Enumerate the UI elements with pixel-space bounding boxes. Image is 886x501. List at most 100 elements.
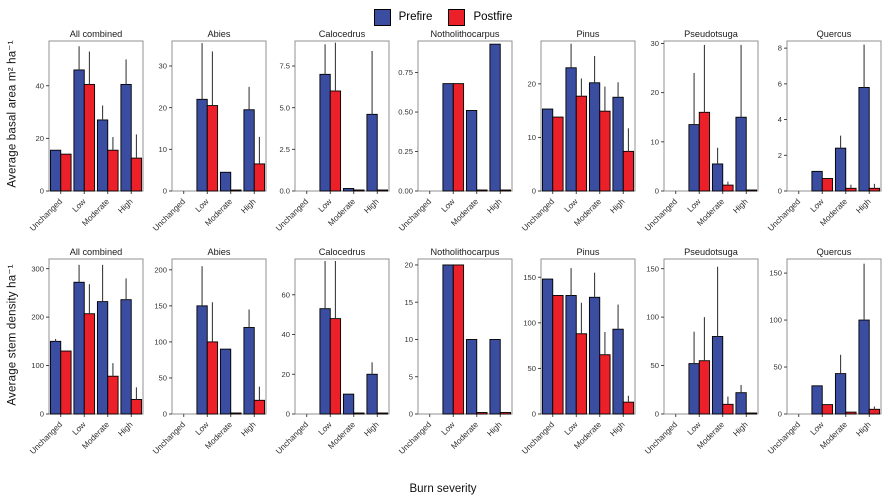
bar-prefire-high	[489, 43, 501, 192]
y-tick-label: 200	[154, 265, 167, 274]
y-tick-label: 0	[532, 410, 536, 419]
panel-title: Notholithocarpus	[431, 247, 500, 257]
bar-postfire-high	[253, 399, 266, 415]
y-tick-label: 200	[31, 313, 44, 322]
bar-prefire-high	[735, 392, 747, 415]
panel-title: Calocedrus	[319, 29, 366, 39]
x-tick-label: Unchanged	[766, 420, 802, 456]
y-tick-label: 15	[405, 298, 413, 307]
bar-postfire-high	[868, 408, 881, 415]
basal-area-panels: All combined 0 20 40 Unchanged Low Moderate Hig…	[22, 28, 883, 246]
bar-prefire-low	[565, 295, 577, 415]
y-tick-label: 20	[651, 88, 659, 97]
x-tick-label: Low	[71, 420, 88, 437]
bar-prefire-high	[489, 339, 501, 415]
y-tick-label: 60	[282, 290, 290, 299]
y-tick-label: 150	[154, 301, 167, 310]
bar-prefire-low	[688, 124, 700, 192]
x-tick-label: Low	[563, 420, 580, 437]
y-tick-label: 5	[409, 372, 413, 381]
y-tick-label: 20	[36, 134, 44, 143]
x-tick-label: Unchanged	[274, 420, 310, 456]
stem-density-axis-label: Average stem density ha⁻¹	[7, 264, 20, 406]
bar-postfire-low	[83, 83, 96, 192]
bar-prefire-high	[735, 116, 747, 192]
panel-notholithocarpus-row1: Notholithocarpus 0.00 0.25 0.50 0.75 Unchange…	[397, 29, 513, 233]
y-tick-label: 6	[778, 79, 782, 88]
x-tick-label: Unchanged	[151, 420, 187, 456]
panel-holder-row2: All combined 0 100 200 300 Unchanged Low Modera…	[22, 246, 145, 470]
bar-postfire-low	[452, 83, 465, 192]
y-tick-label: 20	[405, 261, 413, 270]
bar-prefire-low	[442, 264, 454, 415]
bar-prefire-high	[120, 83, 132, 192]
bar-postfire-moderate	[845, 187, 857, 192]
x-tick-label: Low	[194, 197, 211, 214]
panel-holder-row1: Pseudotsuga 0 10 20 30 Unchanged Low Moderate Hi…	[637, 28, 760, 246]
panel-holder-row1: Calocedrus 0.0 2.5 5.0 7.5 Unchanged Low Modera…	[268, 28, 391, 246]
x-tick-label: High	[116, 420, 135, 439]
panel-title: Quercus	[817, 29, 852, 39]
bar-prefire-moderate	[834, 147, 847, 192]
bar-postfire-low	[452, 264, 465, 415]
x-tick-label: High	[608, 197, 627, 216]
bar-postfire-low	[206, 105, 219, 192]
bar-prefire-low	[73, 69, 85, 192]
bar-postfire-moderate	[353, 412, 365, 415]
x-tick-label: Unchanged	[766, 197, 802, 233]
panel-title: Notholithocarpus	[431, 29, 500, 39]
x-tick-label: Unchanged	[397, 420, 433, 456]
y-tick-label: 0	[655, 187, 659, 196]
panel-title: All combined	[70, 29, 123, 39]
y-tick-label: 300	[31, 264, 44, 273]
basal-area-row: Average basal area m² ha⁻¹ All combined 0…	[2, 28, 883, 246]
bar-prefire-high	[243, 327, 255, 415]
x-tick-label: High	[239, 420, 258, 439]
bar-postfire-low	[329, 318, 342, 415]
panel-holder-row1: Pinus 0 10 20 Unchanged Low Moderate High	[514, 28, 637, 246]
bar-prefire-low	[73, 281, 85, 415]
panel-title: Quercus	[817, 247, 852, 257]
x-tick-label: Low	[194, 420, 211, 437]
bar-postfire-high	[868, 187, 881, 192]
x-tick-label: Unchanged	[643, 197, 679, 233]
y-tick-label: 30	[651, 39, 659, 48]
bar-postfire-unchanged	[60, 153, 72, 192]
bar-prefire-high	[366, 113, 378, 192]
x-tick-label: Low	[686, 197, 703, 214]
panel-title: Pinus	[577, 247, 600, 257]
y-tick-label: 20	[282, 370, 290, 379]
bar-postfire-high	[499, 412, 512, 415]
y-tick-label: 0.0	[279, 187, 290, 196]
bar-prefire-high	[612, 328, 624, 415]
x-tick-label: Unchanged	[397, 197, 433, 233]
y-tick-label: 100	[154, 338, 167, 347]
x-tick-label: Unchanged	[28, 420, 64, 456]
panel-holder-row2: Notholithocarpus 0 5 10 15 20 Unchanged Low Mode…	[391, 246, 514, 470]
panel-holder-row2: Pseudotsuga 0 50 100 150 Unchanged Low Moderate…	[637, 246, 760, 470]
panel-holder-row1: Quercus 0 2 4 6 8 Unchanged Low Moderate High	[760, 28, 883, 246]
bar-postfire-low	[206, 341, 219, 415]
y-tick-label: 40	[36, 81, 44, 90]
bar-prefire-low	[196, 305, 208, 415]
x-tick-label: Unchanged	[28, 197, 64, 233]
postfire-swatch	[448, 8, 466, 26]
x-tick-label: Unchanged	[520, 420, 556, 456]
bar-prefire-moderate	[588, 296, 601, 415]
panel-holder-row1: All combined 0 20 40 Unchanged Low Moderate Hig…	[22, 28, 145, 246]
x-tick-label: Low	[317, 420, 334, 437]
y-tick-label: 0	[40, 187, 44, 196]
y-tick-label: 0	[532, 187, 536, 196]
bar-prefire-moderate	[219, 171, 232, 192]
bar-postfire-moderate	[599, 354, 611, 415]
y-tick-label: 0	[40, 410, 44, 419]
bar-prefire-moderate	[465, 339, 478, 415]
